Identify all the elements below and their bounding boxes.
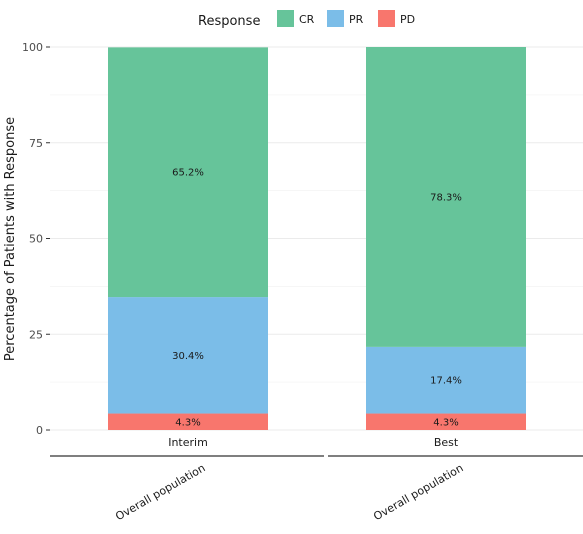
bar-segment-pr [366,346,526,414]
bar-segment-pd [366,413,526,430]
bar-segment-cr [108,47,268,298]
legend-swatch-pd [378,10,395,27]
x-tick-label: Overall population [371,461,465,523]
y-tick-label: 25 [29,328,43,341]
bar-value-label: 30.4% [172,351,204,362]
bar-value-label: 4.3% [175,417,200,428]
legend-label-pd: PD [400,13,415,26]
legend: Response CR PR PD [198,10,415,29]
bar-segment-pr [108,297,268,414]
legend-swatch-pr [327,10,344,27]
bar-value-label: 4.3% [433,417,458,428]
legend-label-pr: PR [349,13,364,26]
facet-label: Best [434,436,459,449]
legend-title: Response [198,14,260,29]
bar-value-label: 65.2% [172,168,204,179]
labels-layer: 4.3% 30.4% 65.2% 4.3% 17.4% 78.3% [172,168,462,429]
bar-value-label: 17.4% [430,376,462,387]
bar-segment-pd [108,413,268,430]
x-tick-label: Overall population [113,461,207,523]
facet-label: Interim [168,436,208,449]
y-tick-label: 100 [22,41,43,54]
legend-swatch-cr [277,10,294,27]
y-axis-title: Percentage of Patients with Response [3,117,18,361]
y-tick-label: 75 [29,137,43,150]
bar-segment-cr [366,47,526,347]
y-tick-label: 50 [29,233,43,246]
legend-label-cr: CR [299,13,315,26]
y-tick-label: 0 [36,424,43,437]
bars-layer [108,47,526,430]
bar-value-label: 78.3% [430,192,462,203]
